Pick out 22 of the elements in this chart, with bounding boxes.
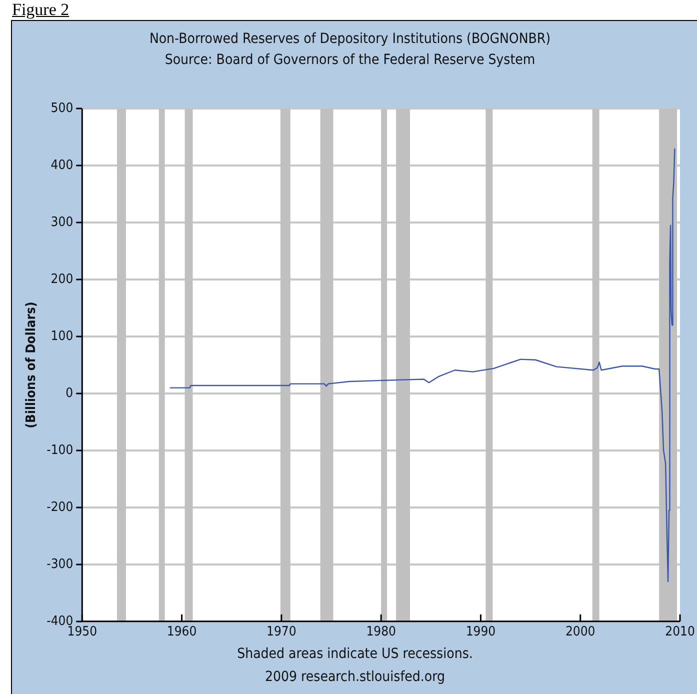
y-tick-label: 400: [50, 158, 74, 173]
chart-subtitle: Source: Board of Governors of the Federal Reserve System: [164, 52, 536, 68]
x-tick-label: 1990: [466, 624, 496, 640]
y-tick-label: 0: [66, 386, 74, 401]
caption: Figure 2: [12, 0, 70, 20]
text: 2009 research.stlouisfed.org: [264, 668, 446, 687]
chart-title: Non-Borrowed Reserves of Depository Institutions (BOGNONBR): [149, 31, 551, 48]
y-tick-label: -200: [46, 500, 74, 515]
y-tick-label: 100: [50, 328, 74, 344]
x-tick-label: 1960: [166, 624, 197, 640]
x-tick-label: 1970: [266, 624, 296, 640]
x-tick-label: 1950: [67, 624, 98, 640]
y-tick-label: 500: [50, 100, 74, 116]
y-tick-label: 200: [50, 272, 74, 287]
x-tick-label: 2000: [565, 624, 596, 640]
text: Shaded areas indicate US recessions.: [236, 645, 474, 664]
y-tick-label: 300: [50, 214, 74, 230]
x-tick-label: 1980: [366, 624, 396, 640]
y-tick-label: -100: [46, 442, 74, 458]
x-tick-label: 2010: [665, 624, 695, 640]
y-tick-label: -300: [46, 556, 74, 572]
y-axis-title: (Billions of Dollars): [24, 302, 40, 428]
